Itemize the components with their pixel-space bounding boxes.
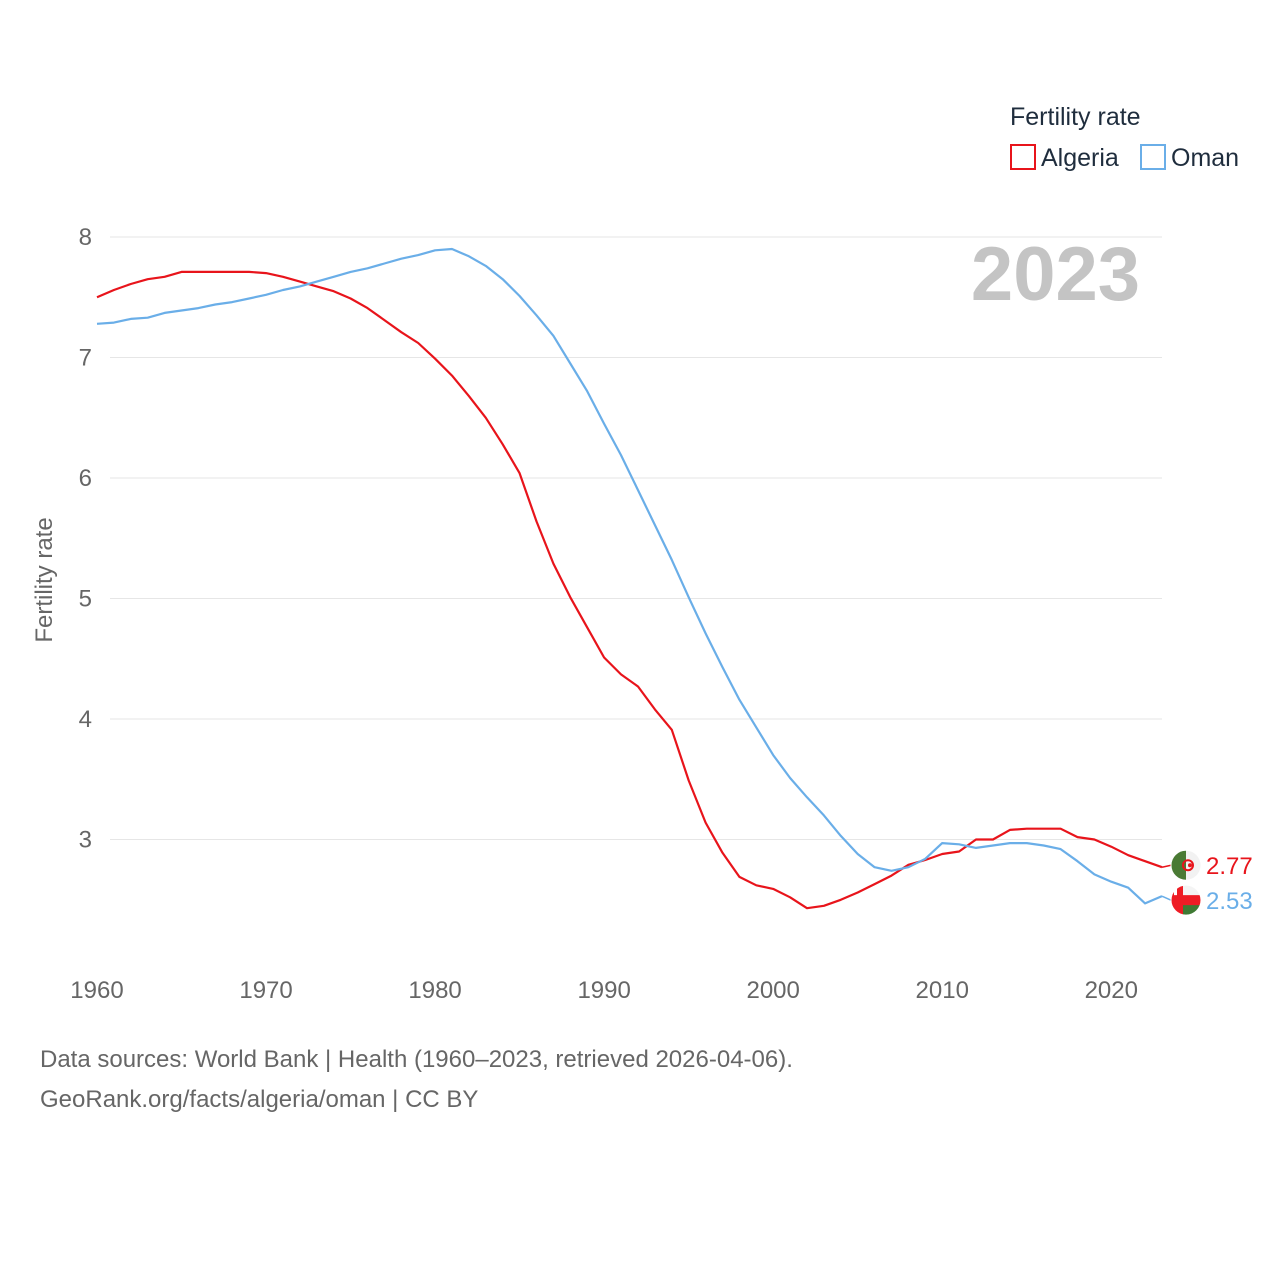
y-tick-label: 4 xyxy=(79,706,92,733)
y-axis: 3 4 5 6 7 8 xyxy=(79,224,92,854)
end-connector xyxy=(1161,895,1172,901)
y-tick-label: 6 xyxy=(79,465,92,492)
y-tick-label: 8 xyxy=(79,224,92,251)
x-axis: 1960 1970 1980 1990 2000 2010 2020 xyxy=(70,977,1138,1004)
x-tick-label: 2000 xyxy=(746,977,799,1004)
legend-label: Oman xyxy=(1171,144,1239,172)
legend-swatch xyxy=(1140,144,1166,170)
legend[interactable]: Fertility rate Algeria Oman xyxy=(1010,103,1239,172)
x-tick-label: 1970 xyxy=(239,977,292,1004)
end-connector xyxy=(1161,864,1172,868)
end-markers: 2.77 2.53 xyxy=(1161,849,1253,916)
x-tick-label: 1960 xyxy=(70,977,123,1004)
series-lines xyxy=(96,247,1163,910)
x-tick-label: 1980 xyxy=(408,977,461,1004)
x-tick-label: 1990 xyxy=(577,977,630,1004)
y-tick-label: 7 xyxy=(79,345,92,372)
legend-item-oman[interactable]: Oman xyxy=(1140,144,1239,172)
y-tick-label: 5 xyxy=(79,586,92,613)
legend-label: Algeria xyxy=(1041,144,1119,172)
legend-title: Fertility rate xyxy=(1010,103,1141,131)
x-tick-label: 2010 xyxy=(916,977,969,1004)
algeria-end-value: 2.77 xyxy=(1206,853,1253,880)
legend-swatch xyxy=(1010,144,1036,170)
algeria-flag-icon xyxy=(1170,849,1202,881)
y-tick-label: 3 xyxy=(79,827,92,854)
y-axis-label: Fertility rate xyxy=(31,517,58,642)
footer-sources: Data sources: World Bank | Health (1960–… xyxy=(40,1046,793,1073)
year-watermark: 2023 xyxy=(971,232,1140,317)
oman-line[interactable] xyxy=(96,247,1163,905)
footer-attribution[interactable]: GeoRank.org/facts/algeria/oman | CC BY xyxy=(40,1086,479,1113)
oman-flag-icon xyxy=(1170,884,1202,916)
gridlines xyxy=(110,236,1162,840)
algeria-line[interactable] xyxy=(96,270,1163,910)
oman-end-value: 2.53 xyxy=(1206,888,1253,915)
x-tick-label: 2020 xyxy=(1085,977,1138,1004)
legend-item-algeria[interactable]: Algeria xyxy=(1010,144,1119,172)
